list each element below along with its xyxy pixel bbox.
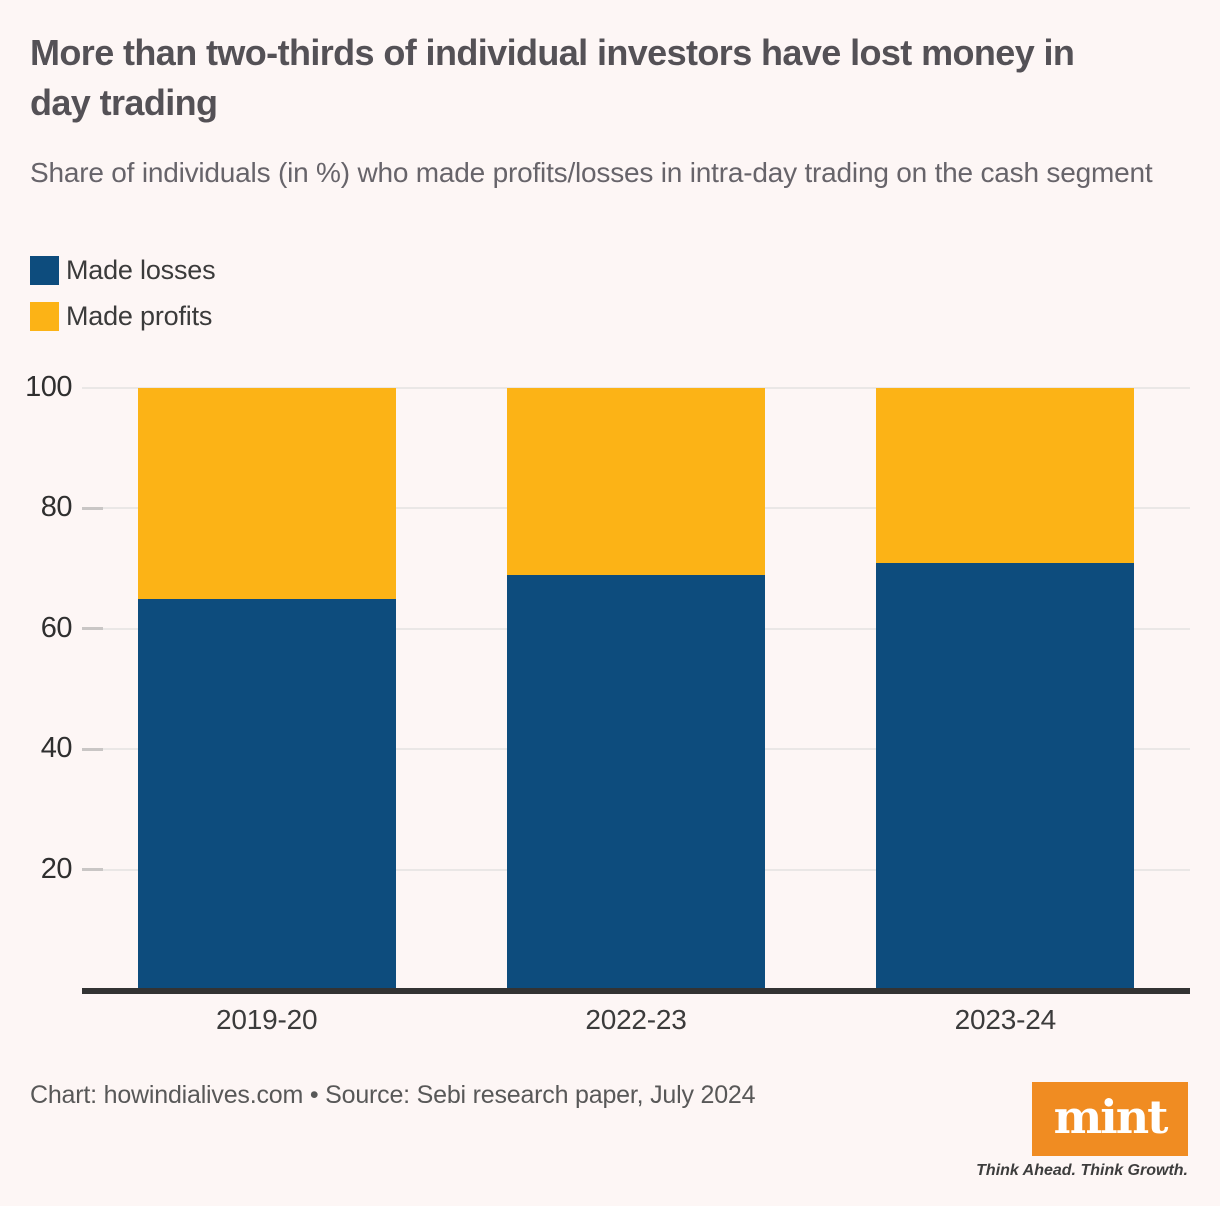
legend: Made losses Made profits xyxy=(30,255,216,348)
x-axis-label: 2022-23 xyxy=(585,1004,687,1035)
page-title: More than two-thirds of individual inves… xyxy=(30,32,1075,123)
legend-swatch xyxy=(30,302,59,331)
y-tick-mark xyxy=(82,868,103,872)
bar-segment-made-losses xyxy=(137,598,396,990)
bar-segment-made-losses xyxy=(507,574,765,990)
x-axis-label: 2019-20 xyxy=(215,1004,318,1035)
y-tick-mark xyxy=(82,506,103,510)
bar-segment-made-profits xyxy=(507,388,765,575)
y-axis-label: 60 xyxy=(40,611,73,644)
brand-tagline: Think Ahead. Think Growth. xyxy=(976,1162,1188,1179)
bar-segment-made-profits xyxy=(876,388,1135,563)
y-axis-label: 100 xyxy=(25,371,72,403)
bar-segment-made-profits xyxy=(137,388,396,599)
y-axis-label: 40 xyxy=(40,732,73,765)
y-tick-mark xyxy=(82,747,103,751)
y-axis-label: 20 xyxy=(40,852,73,885)
stacked-bar-chart: 20 40 60 80 100 2019-20 2022-23 2023-24 xyxy=(0,371,1220,1048)
y-axis-label: 80 xyxy=(40,491,73,524)
y-axis: 20 40 60 80 100 xyxy=(0,371,73,990)
mint-logo-wordmark: mint xyxy=(1053,1090,1169,1144)
bar-segment-made-losses xyxy=(876,562,1135,990)
legend-label: Made profits xyxy=(66,301,213,331)
source-note: Chart: howindialives.com • Source: Sebi … xyxy=(30,1081,756,1109)
plot-area: 2019-20 2022-23 2023-24 xyxy=(82,387,1190,1035)
gridline xyxy=(82,387,1190,389)
x-axis-label: 2023-24 xyxy=(954,1004,1057,1035)
x-axis-baseline xyxy=(82,988,1190,994)
page-subtitle: Share of individuals (in %) who made pro… xyxy=(30,157,1153,188)
mint-logo: mint xyxy=(1032,1082,1188,1156)
legend-item: Made losses xyxy=(30,255,216,285)
legend-item: Made profits xyxy=(30,301,215,331)
y-tick-mark xyxy=(82,627,103,631)
legend-label: Made losses xyxy=(66,255,216,285)
legend-swatch xyxy=(30,256,59,285)
